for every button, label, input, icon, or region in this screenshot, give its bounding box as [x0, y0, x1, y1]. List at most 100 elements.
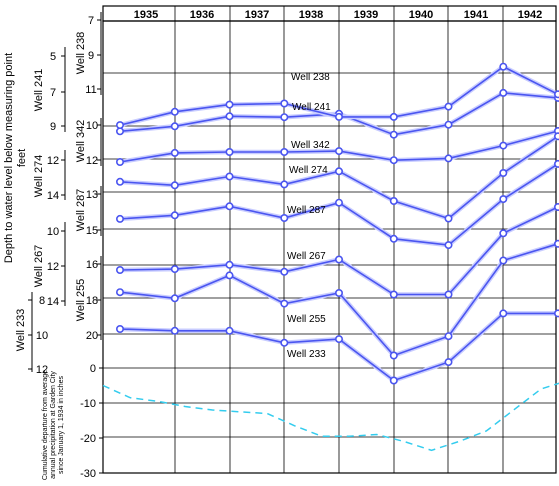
data-point	[334, 198, 343, 207]
data-point	[444, 290, 453, 299]
axis-tick-label: 11	[85, 84, 96, 96]
data-point	[170, 148, 179, 157]
axis-tick-label: 13	[86, 189, 98, 201]
well-axis: 7 9 11 Well 238	[75, 12, 102, 96]
axis-tick-label: 16	[86, 259, 98, 271]
data-point	[389, 290, 398, 299]
well-series-well-255: Well 255	[116, 239, 559, 360]
data-point	[280, 214, 289, 223]
data-point	[444, 214, 453, 223]
data-point	[554, 239, 559, 248]
axis-tick-label: 12	[36, 364, 48, 376]
data-point	[170, 326, 179, 335]
axis-tick-label: 5	[50, 51, 56, 63]
series-label: Well 342	[291, 140, 330, 151]
year-gridlines	[174, 6, 504, 473]
data-point	[225, 326, 234, 335]
data-point	[389, 234, 398, 243]
year-label: 1940	[409, 9, 433, 21]
well-series-well-233: Well 233	[116, 309, 559, 385]
axis-tick-label: -20	[80, 433, 96, 445]
year-label: 1942	[518, 9, 542, 21]
axis-tick-label: 7	[88, 15, 94, 27]
axis-tick-label: 10	[47, 226, 59, 238]
data-point	[499, 195, 508, 204]
data-point	[554, 203, 559, 211]
axis-tick-label: 18	[86, 295, 98, 307]
data-point	[554, 309, 559, 318]
data-point	[170, 294, 179, 303]
y-axis-label: Depth to water level below measuring poi…	[3, 53, 15, 263]
well-axis-label: Well 274	[33, 155, 45, 198]
axis-tick-label: 12	[86, 155, 98, 167]
data-point	[116, 324, 125, 333]
series-label: Well 274	[289, 165, 328, 176]
series-label: Well 233	[287, 349, 326, 360]
data-point	[389, 376, 398, 385]
axis-tick-label: 14	[47, 190, 59, 202]
data-point	[389, 197, 398, 206]
data-point	[444, 120, 453, 129]
well-axis-label: Well 233	[15, 309, 27, 352]
series-label: Well 241	[292, 102, 331, 113]
precipitation-series	[102, 382, 559, 452]
precipitation-axis-label-line: annual precipitation at Garden City	[50, 371, 57, 479]
data-point	[389, 112, 398, 121]
series-label: Well 255	[287, 314, 326, 325]
data-point	[280, 180, 289, 189]
precipitation-axis-title: Cumulative departure from average annual…	[42, 370, 65, 480]
data-point	[280, 99, 289, 108]
data-point	[280, 299, 289, 308]
well-axis: 5 7 9 Well 241	[33, 47, 66, 133]
year-label: 1935	[134, 9, 158, 21]
data-point	[334, 255, 343, 264]
data-point	[225, 172, 234, 181]
well-axis-label: Well 287	[75, 189, 87, 232]
data-point	[280, 267, 289, 276]
data-point	[444, 154, 453, 163]
axis-tick-label: 10	[36, 330, 48, 342]
data-point	[170, 107, 179, 116]
precipitation-axis: 0 -10 -20 -30	[80, 363, 103, 480]
precipitation-axis-label-line: since January 1, 1934 in inches	[58, 375, 65, 474]
data-point	[116, 265, 125, 274]
well-axis-label: Well 342	[75, 120, 87, 163]
data-point	[116, 121, 125, 130]
data-point	[499, 88, 508, 97]
data-point	[334, 167, 343, 176]
data-point	[225, 112, 234, 121]
axis-tick-label: -30	[80, 468, 96, 480]
well-series-well-274: Well 274	[116, 132, 559, 223]
axis-tick-label: 14	[47, 296, 59, 308]
data-point	[280, 338, 289, 347]
axis-tick-label: 8	[39, 295, 45, 307]
data-point	[444, 332, 453, 341]
data-point	[170, 265, 179, 274]
data-point	[225, 271, 234, 280]
well-axis-label: Well 267	[33, 245, 45, 288]
well-axis-label: Well 255	[75, 279, 87, 322]
series-label: Well 287	[287, 205, 326, 216]
axis-tick-label: 15	[86, 225, 98, 237]
axis-tick-label: 7	[50, 87, 56, 99]
data-point	[116, 214, 125, 223]
data-point	[116, 288, 125, 297]
well-series-well-342: Well 342	[116, 127, 559, 167]
data-point	[334, 335, 343, 344]
axis-tick-label: 12	[47, 155, 59, 167]
well-axis: 8 10 12 Well 233	[15, 292, 48, 376]
well-axis: 16 18 20 Well 255	[75, 256, 102, 342]
data-point	[389, 351, 398, 360]
data-point	[225, 260, 234, 269]
axis-tick-label: 9	[88, 50, 94, 62]
axis-tick-label: 0	[90, 363, 96, 375]
well-series: Well 238 Well 241 Well 342 Well 274 Well 287…	[116, 62, 559, 385]
precipitation-line	[102, 382, 559, 452]
year-label: 1937	[245, 9, 269, 21]
series-label: Well 238	[291, 72, 330, 83]
year-label: 1939	[354, 9, 378, 21]
data-point	[499, 309, 508, 318]
data-point	[334, 288, 343, 297]
data-point	[170, 211, 179, 220]
